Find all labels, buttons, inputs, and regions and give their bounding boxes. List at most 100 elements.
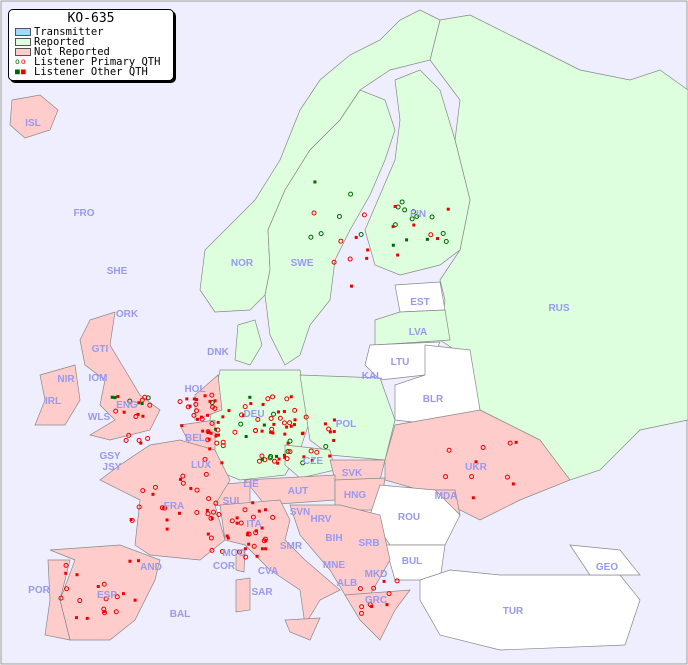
listener-primary-marker	[480, 445, 486, 451]
legend-item-transmitter: Transmitter	[9, 27, 173, 37]
listener-other-marker	[226, 536, 230, 540]
listener-other-marker	[129, 518, 133, 522]
country-label-deu: DEU	[243, 409, 264, 420]
listener-other-marker	[323, 422, 327, 426]
listener-other-marker	[514, 440, 518, 444]
listener-other-marker	[283, 455, 287, 459]
country-label-dnk: DNK	[207, 347, 229, 358]
listener-other-marker	[255, 554, 259, 558]
listener-other-marker	[122, 410, 126, 414]
listener-other-marker	[292, 423, 296, 427]
listener-other-marker	[185, 397, 189, 401]
listener-other-marker	[201, 429, 205, 433]
listener-other-marker	[332, 418, 336, 422]
listener-other-marker	[246, 531, 250, 535]
listener-primary-marker	[414, 214, 420, 220]
legend-item-primary-qth: oo Listener Primary QTH	[9, 57, 173, 68]
listener-other-marker	[260, 429, 264, 433]
listener-primary-marker	[208, 535, 214, 541]
listener-primary-marker	[202, 456, 208, 462]
country-geo	[569, 544, 641, 576]
country-label-geo: GEO	[596, 562, 618, 573]
listener-primary-marker	[239, 412, 245, 418]
listener-other-marker	[425, 237, 429, 241]
listener-other-marker	[180, 424, 184, 428]
listener-primary-marker	[367, 602, 373, 608]
listener-primary-marker	[443, 238, 449, 244]
listener-other-marker	[136, 412, 140, 416]
country-sar	[235, 577, 251, 613]
country-label-bel: BEL	[185, 433, 205, 444]
listener-primary-marker	[287, 449, 293, 455]
listener-other-marker	[128, 559, 132, 563]
listener-other-marker	[216, 420, 220, 424]
listener-markers	[58, 180, 518, 620]
listener-primary-marker	[232, 429, 238, 435]
listener-primary-marker	[308, 448, 314, 454]
listener-other-marker	[110, 395, 114, 399]
listener-primary-marker	[147, 402, 153, 408]
listener-other-marker	[349, 284, 353, 288]
country-label-nir: NIR	[57, 374, 75, 385]
legend-label: Not Reported	[34, 46, 110, 58]
listener-other-marker	[328, 454, 332, 458]
country-label-svn: SVN	[290, 507, 311, 518]
country-gbr	[79, 311, 161, 441]
listener-other-marker	[227, 409, 231, 413]
listener-other-marker	[214, 434, 218, 438]
listener-primary-marker	[194, 509, 200, 515]
listener-other-marker	[199, 415, 203, 419]
country-label-esp: ESP	[97, 590, 117, 601]
country-ita	[219, 499, 341, 627]
listener-primary-marker	[428, 232, 434, 238]
country-label-mda: MDA	[435, 491, 458, 502]
listener-primary-marker	[429, 214, 435, 220]
listener-primary-marker	[114, 594, 120, 600]
country-lva	[374, 309, 451, 346]
listener-primary-marker	[140, 488, 146, 494]
listener-primary-marker	[177, 399, 183, 405]
country-label-and: AND	[140, 562, 162, 573]
country-label-lie: LIE	[243, 479, 259, 490]
listener-other-marker	[391, 225, 395, 229]
listener-other-marker	[251, 501, 255, 505]
listener-other-marker	[446, 207, 450, 211]
listener-primary-marker	[58, 595, 64, 601]
country-label-por: POR	[28, 585, 50, 596]
country-grc	[344, 589, 411, 641]
listener-primary-marker	[250, 514, 256, 520]
country-label-mkd: MKD	[365, 569, 388, 580]
country-label-cze: CZE	[303, 456, 323, 467]
country-label-ita: ITA	[246, 519, 261, 530]
listener-other-marker	[216, 433, 220, 437]
listener-primary-marker	[256, 458, 262, 464]
listener-primary-marker	[314, 449, 320, 455]
country-label-est: EST	[410, 297, 429, 308]
listener-primary-marker	[386, 591, 392, 597]
listener-primary-marker	[211, 509, 217, 515]
listener-primary-marker	[292, 407, 298, 413]
listener-primary-marker	[357, 586, 363, 592]
listener-other-marker	[140, 402, 144, 406]
listener-primary-marker	[152, 484, 158, 490]
listener-other-marker	[206, 430, 210, 434]
listener-other-marker	[141, 414, 145, 418]
country-label-rou: ROU	[398, 512, 420, 523]
legend-item-not-reported: Not Reported	[9, 47, 173, 57]
listener-other-marker	[75, 573, 79, 577]
listener-other-marker	[332, 430, 336, 434]
listener-primary-marker	[358, 232, 364, 238]
listener-other-marker	[248, 395, 252, 399]
listener-other-marker	[262, 423, 266, 427]
listener-primary-marker	[331, 259, 337, 265]
listener-other-marker	[282, 409, 286, 413]
listener-other-marker	[301, 431, 305, 435]
listener-other-marker	[302, 455, 306, 459]
country-dnk	[234, 319, 263, 366]
listener-other-marker	[354, 235, 358, 239]
listener-other-marker	[277, 410, 281, 414]
listener-other-marker	[471, 496, 475, 500]
listener-other-marker	[260, 458, 264, 462]
listener-other-marker	[282, 453, 286, 457]
listener-primary-marker	[392, 222, 398, 228]
